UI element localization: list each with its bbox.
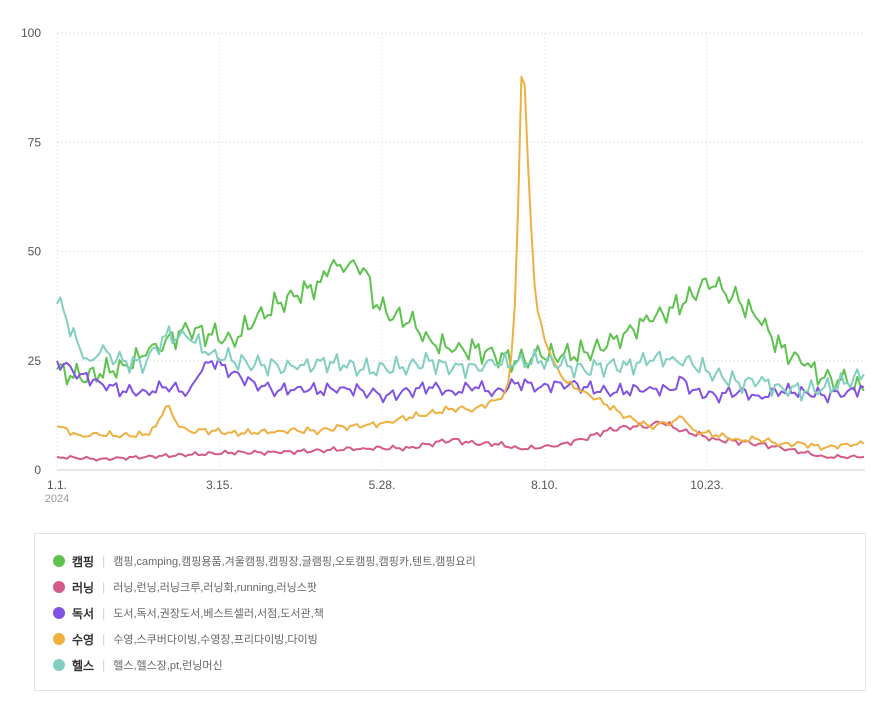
x-tick-label: 3.15. [206,478,233,492]
x-year-label: 2024 [45,493,69,505]
legend-divider: | [102,632,106,646]
legend: 캠핑 | 캠핑,camping,캠핑용품,겨울캠핑,캠핑장,글램핑,오토캠핑,캠핑카… [34,533,866,691]
legend-color-dot [53,659,65,671]
legend-item[interactable]: 헬스 | 헬스,헬스장,pt,런닝머신 [53,655,223,675]
x-tick-label: 1.1. [47,478,67,492]
legend-keywords: 수영,스쿠버다이빙,수영장,프리다이빙,다이빙 [113,634,318,646]
series-lines [56,75,865,462]
legend-color-dot [53,555,65,567]
legend-color-dot [53,633,65,645]
series-line-3 [56,357,865,404]
x-tick-label: 5.28. [369,478,396,492]
legend-keywords: 헬스,헬스장,pt,런닝머신 [113,660,223,672]
legend-keywords: 캠핑,camping,캠핑용품,겨울캠핑,캠핑장,글램핑,오토캠핑,캠핑카,텐트… [113,556,476,568]
legend-color-dot [53,581,65,593]
y-axis-ticks: 0 25 50 75 100 [21,26,41,477]
y-tick-label: 100 [21,26,41,40]
legend-divider: | [102,554,106,568]
legend-series-name: 수영 [72,632,95,647]
y-tick-label: 75 [28,135,42,149]
legend-color-dot [53,607,65,619]
series-line-4 [56,75,865,451]
x-tick-label: 10.23. [690,478,723,492]
x-tick-label: 8.10. [531,478,558,492]
legend-divider: | [102,658,106,672]
legend-series-name: 독서 [72,606,95,621]
legend-series-name: 캠핑 [72,554,95,569]
series-line-1 [56,258,865,392]
legend-item[interactable]: 캠핑 | 캠핑,camping,캠핑용품,겨울캠핑,캠핑장,글램핑,오토캠핑,캠핑카… [53,551,476,571]
legend-series-name: 러닝 [72,580,95,595]
x-axis-ticks: 1.1. 3.15. 5.28. 8.10. 10.23. 2024 [45,478,724,505]
y-tick-label: 25 [28,354,42,368]
legend-divider: | [102,580,106,594]
y-tick-label: 0 [34,463,41,477]
legend-item[interactable]: 수영 | 수영,스쿠버다이빙,수영장,프리다이빙,다이빙 [53,629,318,649]
legend-keywords: 도서,독서,권장도서,베스트셀러,서점,도서관,책 [113,608,324,620]
series-line-5 [56,296,865,402]
legend-series-name: 헬스 [72,658,95,673]
y-tick-label: 50 [28,245,42,259]
legend-item[interactable]: 러닝 | 러닝,런닝,러닝크루,러닝화,running,러닝스팟 [53,577,317,597]
legend-keywords: 러닝,런닝,러닝크루,러닝화,running,러닝스팟 [113,582,317,594]
line-chart: 0 25 50 75 100 1.1. 3.15. 5.28. 8.10. 10.23. 2024 [21,26,865,505]
legend-item[interactable]: 독서 | 도서,독서,권장도서,베스트셀러,서점,도서관,책 [53,603,324,623]
legend-divider: | [102,606,106,620]
grid-lines [56,32,865,471]
